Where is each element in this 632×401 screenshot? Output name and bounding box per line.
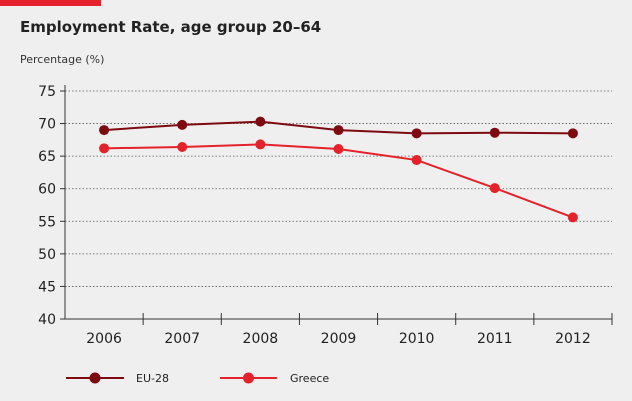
x-tick-label: 2008	[243, 331, 279, 347]
gridlines	[65, 90, 612, 287]
series-eu28-point	[255, 116, 266, 127]
series-greece-point	[489, 183, 500, 194]
legend-label-series-eu28: EU-28	[136, 372, 169, 385]
x-tick-label: 2012	[555, 331, 591, 347]
x-tick-label: 2009	[321, 331, 357, 347]
legend: EU-28 Greece	[66, 372, 329, 385]
y-tick-label: 70	[38, 117, 56, 133]
y-tick-label: 65	[38, 149, 56, 165]
series-greece-point	[411, 155, 422, 166]
y-tick-label: 55	[38, 214, 56, 230]
series-eu28-point	[411, 128, 422, 139]
series-eu28-point	[99, 125, 110, 136]
y-tick-labels: 40 45 50 55 60 65 70 75	[38, 84, 56, 328]
series-greece-point	[177, 142, 188, 153]
series-greece-point	[567, 212, 578, 223]
series-greece-point	[333, 143, 344, 154]
series-greece-point	[255, 139, 266, 150]
x-tick-label: 2011	[477, 331, 513, 347]
chart-title: Employment Rate, age group 20–64	[20, 18, 322, 36]
accent-bar	[0, 0, 101, 6]
series-eu28-point	[567, 128, 578, 139]
legend-marker-series-greece	[243, 372, 254, 384]
y-axis-label: Percentage (%)	[20, 53, 105, 66]
y-tick-label: 45	[38, 279, 56, 295]
legend-marker-series-eu28	[89, 372, 101, 384]
axes	[60, 85, 613, 325]
y-tick-label: 75	[38, 84, 56, 100]
series-eu28-point	[333, 125, 344, 136]
y-tick-label: 50	[38, 247, 56, 263]
series-greece-point	[99, 143, 110, 154]
series-eu28-point	[177, 119, 188, 130]
series-greece-line	[104, 143, 574, 219]
legend-label-series-greece: Greece	[290, 372, 329, 385]
x-tick-label: 2010	[399, 331, 435, 347]
x-tick-label: 2006	[86, 331, 122, 347]
x-tick-labels: 2006 2007 2008 2009 2010 2011 2012	[86, 331, 590, 347]
series-eu28-point	[489, 127, 500, 138]
series-lines	[99, 116, 578, 223]
y-tick-label: 60	[38, 182, 56, 198]
y-tick-label: 40	[38, 312, 56, 328]
x-tick-label: 2007	[164, 331, 200, 347]
